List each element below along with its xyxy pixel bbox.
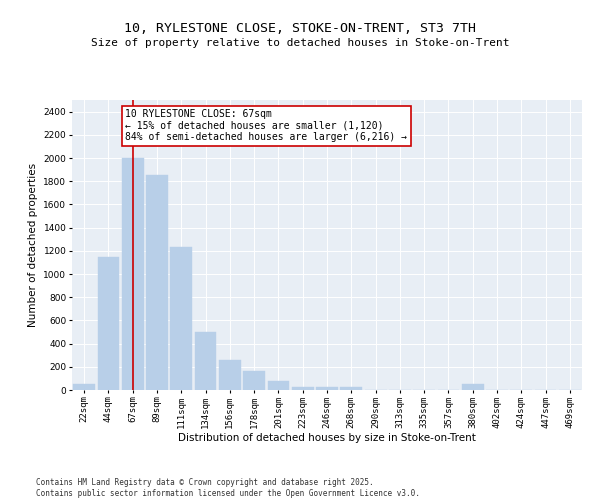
Bar (194, 332, 217, 390)
Bar (243, 371, 265, 390)
Text: Contains HM Land Registry data © Crown copyright and database right 2025.
Contai: Contains HM Land Registry data © Crown c… (36, 478, 420, 498)
Bar (97, 256, 119, 390)
Bar (462, 384, 484, 390)
Text: Size of property relative to detached houses in Stoke-on-Trent: Size of property relative to detached ho… (91, 38, 509, 48)
Bar (292, 386, 314, 390)
Bar (122, 158, 143, 390)
X-axis label: Distribution of detached houses by size in Stoke-on-Trent: Distribution of detached houses by size … (178, 434, 476, 444)
Text: 10 RYLESTONE CLOSE: 67sqm
← 15% of detached houses are smaller (1,120)
84% of se: 10 RYLESTONE CLOSE: 67sqm ← 15% of detac… (125, 110, 407, 142)
Bar (73, 384, 95, 390)
Bar (316, 387, 338, 390)
Bar (170, 248, 192, 390)
Text: 10, RYLESTONE CLOSE, STOKE-ON-TRENT, ST3 7TH: 10, RYLESTONE CLOSE, STOKE-ON-TRENT, ST3… (124, 22, 476, 36)
Bar (146, 176, 168, 390)
Bar (268, 380, 289, 390)
Y-axis label: Number of detached properties: Number of detached properties (28, 163, 38, 327)
Bar (340, 388, 362, 390)
Bar (219, 360, 241, 390)
